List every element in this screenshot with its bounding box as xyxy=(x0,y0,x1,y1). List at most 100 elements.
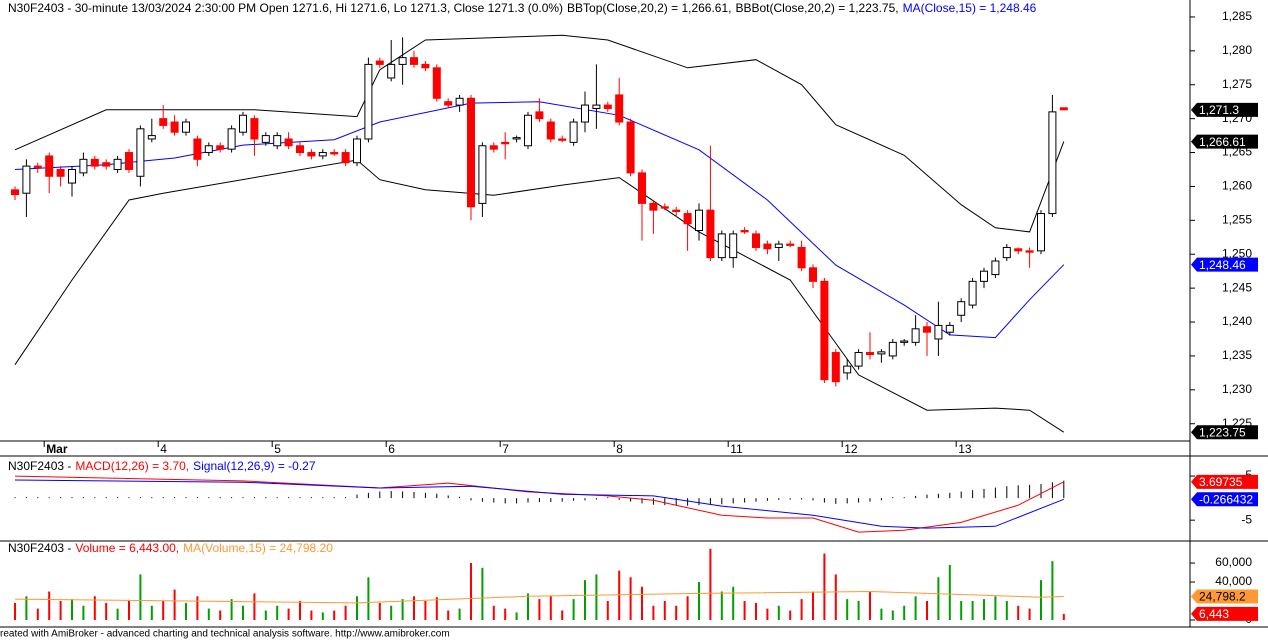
candle-body xyxy=(159,118,168,126)
legend-entry: MA(Volume,15) = 24,798.20 xyxy=(183,541,333,555)
volume-bar xyxy=(207,608,210,620)
candle-body xyxy=(615,94,624,123)
volume-bar xyxy=(367,577,370,620)
volume-bar xyxy=(321,612,324,620)
volume-bar xyxy=(150,605,153,620)
volume-bar xyxy=(242,605,244,620)
candle-body xyxy=(56,168,65,177)
candle-body xyxy=(968,280,977,306)
volume-bar xyxy=(914,596,917,620)
y-tick-label: 1,245 xyxy=(1222,280,1252,294)
volume-bar xyxy=(105,602,108,620)
volume-bar xyxy=(504,608,507,620)
volume-bar xyxy=(413,596,415,620)
volume-bar xyxy=(71,599,73,620)
x-tick-label: Mar xyxy=(46,442,68,456)
volume-bar xyxy=(299,601,301,620)
y-tick-label: 40,000 xyxy=(1215,574,1252,588)
volume-bar xyxy=(823,553,826,620)
candle-body xyxy=(102,162,111,167)
x-tick-label: 6 xyxy=(388,442,395,456)
candle-body xyxy=(467,97,475,208)
candle-body xyxy=(364,63,373,140)
candle-body xyxy=(638,172,646,204)
volume-bar xyxy=(1028,608,1031,620)
volume-bar xyxy=(584,580,586,620)
candle-body xyxy=(22,165,31,194)
candle-body xyxy=(444,101,453,106)
indicator-line xyxy=(14,479,1064,529)
candle-body xyxy=(717,233,726,259)
volume-bar xyxy=(287,608,290,620)
price-tag xyxy=(1191,425,1258,440)
candle-body xyxy=(1002,246,1011,259)
candle-body xyxy=(398,57,407,65)
candle-body xyxy=(11,189,19,196)
volume-bar xyxy=(527,593,529,620)
volume-bar xyxy=(333,610,336,620)
y-tick-label: 1,230 xyxy=(1222,382,1252,396)
candle-body xyxy=(410,57,418,65)
volume-bar xyxy=(128,601,130,620)
volume-bar xyxy=(173,589,176,620)
candle-body xyxy=(809,267,817,282)
candle-body xyxy=(797,246,806,269)
volume-bar xyxy=(960,601,963,620)
candle-body xyxy=(341,152,350,164)
volume-bar xyxy=(561,610,564,620)
volume-bar xyxy=(1017,605,1020,620)
candle-body xyxy=(683,213,692,225)
candle-body xyxy=(375,60,384,65)
volume-bar xyxy=(812,591,814,620)
volume-bar xyxy=(1040,580,1042,620)
indicator-line xyxy=(14,475,1065,533)
volume-bar xyxy=(606,601,609,620)
volume-bar xyxy=(447,610,450,620)
price-tag xyxy=(1191,589,1258,604)
pane-title: N30F2403 - xyxy=(8,459,71,473)
y-tick-label: 60,000 xyxy=(1215,555,1252,569)
volume-bar xyxy=(777,605,780,620)
volume-bar xyxy=(595,574,598,620)
volume-bar xyxy=(390,605,393,620)
volume-bar xyxy=(253,593,256,620)
candle-body xyxy=(626,121,635,174)
candle-body xyxy=(866,352,874,356)
price-tag xyxy=(1191,134,1258,149)
candle-body xyxy=(455,97,464,106)
volume-bar xyxy=(481,567,484,620)
x-tick-label: 13 xyxy=(958,442,972,456)
pane-title: N30F2403 - 30-minute 13/03/2024 2:30:00 … xyxy=(8,1,563,15)
volume-bar xyxy=(926,601,928,620)
candle-body xyxy=(558,138,567,141)
indicator-line xyxy=(14,590,1064,604)
x-tick-label: 12 xyxy=(844,442,858,456)
volume-bar xyxy=(720,591,723,620)
legend-entry: Signal(12,26,9) = -0.27 xyxy=(193,459,316,473)
volume-bar xyxy=(800,599,803,620)
candle-body xyxy=(672,209,681,213)
volume-bar xyxy=(470,563,472,620)
volume-bar xyxy=(93,596,96,620)
y-tick-label: 1,240 xyxy=(1222,314,1252,328)
volume-bar xyxy=(618,570,621,620)
volume-bar xyxy=(139,574,142,620)
y-tick-label: -5 xyxy=(1241,512,1252,526)
x-tick-label: 8 xyxy=(616,442,623,456)
candle-body xyxy=(854,352,863,367)
price-tag xyxy=(1191,492,1258,507)
volume-bar xyxy=(698,582,700,620)
candle-body xyxy=(524,114,532,147)
volume-bar xyxy=(276,605,279,620)
price-tag-label: -0.266432 xyxy=(1199,492,1253,506)
x-tick-label: 7 xyxy=(502,442,509,456)
candle-body xyxy=(911,328,920,343)
candle-body xyxy=(216,145,225,150)
price-tag-label: 3.69735 xyxy=(1199,475,1243,489)
volume-bar xyxy=(846,599,849,620)
volume-bar xyxy=(538,599,541,620)
volume-bar xyxy=(36,608,39,620)
volume-bar xyxy=(344,605,347,620)
volume-bar xyxy=(675,605,678,620)
